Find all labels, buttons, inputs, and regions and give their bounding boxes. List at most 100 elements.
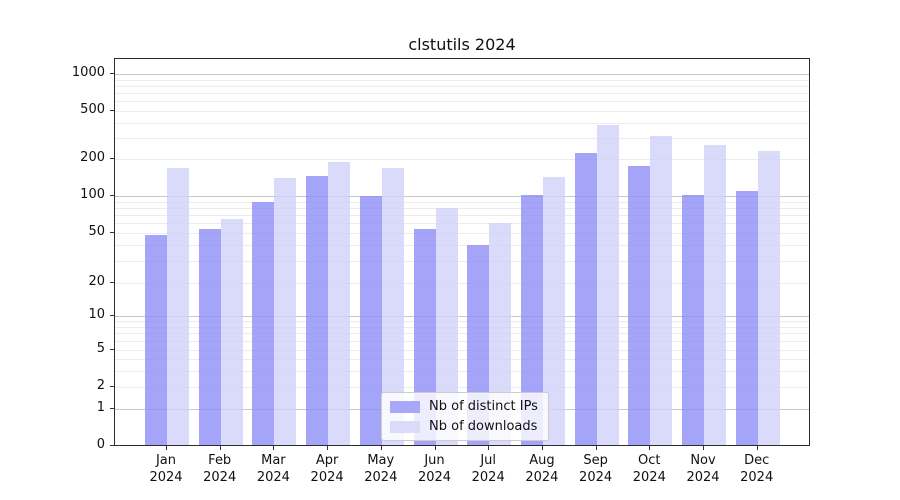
legend-item-downloads: Nb of downloads bbox=[390, 419, 538, 434]
gridline-minor-90 bbox=[115, 201, 809, 203]
bar-downloads-apr bbox=[328, 161, 351, 445]
gridline-minor-300 bbox=[115, 137, 809, 139]
gridline-minor-60 bbox=[115, 223, 809, 225]
x-tick-label-apr: Apr 2024 bbox=[310, 453, 344, 485]
gridline-minor-400 bbox=[115, 122, 809, 124]
gridline-minor-2 bbox=[115, 387, 809, 388]
y-tick-label-500: 500 bbox=[80, 102, 105, 117]
y-tick-mark-20 bbox=[110, 282, 114, 283]
bar-downloads-sep bbox=[596, 125, 619, 445]
x-tick-mark-jul bbox=[488, 446, 490, 450]
x-tick-mark-jun bbox=[434, 446, 436, 450]
x-tick-label-aug: Aug 2024 bbox=[525, 453, 559, 485]
bar-downloads-mar bbox=[274, 178, 297, 445]
x-tick-label-dec: Dec 2024 bbox=[740, 453, 774, 485]
x-tick-label-mar: Mar 2024 bbox=[256, 453, 290, 485]
gridline-minor-700 bbox=[115, 93, 809, 95]
x-tick-mark-sep bbox=[595, 446, 597, 450]
x-tick-mark-may bbox=[380, 446, 382, 450]
gridline-minor-5 bbox=[115, 350, 809, 351]
gridline-major-1000 bbox=[115, 74, 809, 75]
legend-label-distinct-ips: Nb of distinct IPs bbox=[429, 399, 538, 414]
y-tick-label-10: 10 bbox=[88, 307, 105, 322]
gridline-minor-20 bbox=[115, 283, 809, 284]
gridline-minor-3 bbox=[115, 370, 809, 372]
legend: Nb of distinct IPs Nb of downloads bbox=[381, 392, 549, 441]
y-tick-label-1000: 1000 bbox=[71, 65, 105, 80]
gridline-major-100 bbox=[115, 196, 809, 197]
bar-downloads-oct bbox=[650, 136, 673, 445]
y-tick-label-50: 50 bbox=[88, 224, 105, 239]
y-tick-mark-50 bbox=[110, 232, 114, 233]
x-tick-mark-dec bbox=[756, 446, 758, 450]
gridline-minor-600 bbox=[115, 101, 809, 103]
y-tick-mark-200 bbox=[110, 158, 114, 159]
plot-area: Nb of distinct IPs Nb of downloads bbox=[114, 58, 810, 446]
bar-ips-feb bbox=[198, 228, 221, 445]
gridline-minor-70 bbox=[115, 215, 809, 217]
gridline-minor-4 bbox=[115, 359, 809, 360]
bar-ips-may bbox=[359, 196, 382, 445]
x-tick-mark-oct bbox=[649, 446, 651, 450]
bar-downloads-feb bbox=[220, 219, 243, 445]
x-tick-label-jul: Jul 2024 bbox=[471, 453, 505, 485]
bar-ips-jun bbox=[413, 228, 436, 445]
gridline-minor-6 bbox=[115, 341, 809, 343]
y-tick-mark-10 bbox=[110, 315, 114, 316]
bar-ips-sep bbox=[574, 152, 597, 445]
bar-downloads-dec bbox=[757, 150, 780, 445]
y-tick-mark-2 bbox=[110, 386, 114, 387]
bar-ips-aug bbox=[520, 194, 543, 445]
bar-downloads-jan bbox=[167, 167, 189, 445]
y-tick-label-20: 20 bbox=[88, 274, 105, 289]
x-tick-label-nov: Nov 2024 bbox=[686, 453, 720, 485]
bar-ips-apr bbox=[306, 176, 329, 445]
x-tick-mark-jan bbox=[166, 446, 167, 450]
legend-swatch-downloads bbox=[390, 420, 420, 433]
gridline-minor-500 bbox=[115, 111, 809, 112]
x-tick-label-jun: Jun 2024 bbox=[417, 453, 452, 485]
y-tick-mark-0 bbox=[110, 444, 114, 446]
bar-ips-oct bbox=[628, 166, 651, 445]
y-tick-label-200: 200 bbox=[80, 150, 105, 165]
chart-title: clstutils 2024 bbox=[408, 35, 516, 54]
y-tick-label-100: 100 bbox=[80, 187, 105, 202]
gridline-minor-8 bbox=[115, 326, 809, 328]
gridline-minor-30 bbox=[115, 260, 809, 262]
bar-ips-nov bbox=[682, 194, 704, 445]
bar-downloads-may bbox=[381, 167, 404, 445]
bar-ips-dec bbox=[735, 190, 758, 445]
bar-downloads-nov bbox=[704, 145, 726, 445]
legend-swatch-distinct-ips bbox=[390, 400, 420, 413]
y-tick-label-5: 5 bbox=[96, 341, 105, 356]
gridline-minor-900 bbox=[115, 79, 809, 81]
y-tick-label-2: 2 bbox=[96, 378, 105, 393]
x-tick-label-jan: Jan 2024 bbox=[149, 453, 183, 485]
gridline-minor-80 bbox=[115, 207, 809, 209]
x-tick-mark-nov bbox=[703, 446, 704, 450]
x-tick-mark-mar bbox=[273, 446, 275, 450]
bar-ips-jan bbox=[145, 235, 167, 445]
y-tick-label-1: 1 bbox=[96, 400, 105, 415]
bar-downloads-jul bbox=[489, 223, 512, 445]
gridline-minor-800 bbox=[115, 85, 809, 87]
x-tick-label-may: May 2024 bbox=[364, 453, 398, 485]
gridline-minor-200 bbox=[115, 159, 809, 160]
bar-downloads-aug bbox=[542, 177, 565, 445]
y-tick-label-0: 0 bbox=[96, 436, 105, 452]
bar-ips-mar bbox=[252, 201, 275, 445]
x-tick-label-oct: Oct 2024 bbox=[632, 453, 666, 485]
x-tick-label-sep: Sep 2024 bbox=[579, 453, 613, 485]
x-tick-mark-feb bbox=[219, 446, 221, 450]
gridline-minor-7 bbox=[115, 333, 809, 335]
y-tick-mark-500 bbox=[110, 110, 114, 111]
y-tick-mark-100 bbox=[110, 195, 114, 196]
y-tick-mark-5 bbox=[110, 349, 114, 350]
legend-label-downloads: Nb of downloads bbox=[429, 419, 538, 434]
y-tick-mark-1000 bbox=[110, 73, 114, 74]
gridline-minor-9 bbox=[115, 321, 809, 323]
bar-downloads-jun bbox=[435, 207, 458, 445]
x-tick-mark-aug bbox=[541, 446, 543, 450]
gridline-minor-50 bbox=[115, 233, 809, 234]
